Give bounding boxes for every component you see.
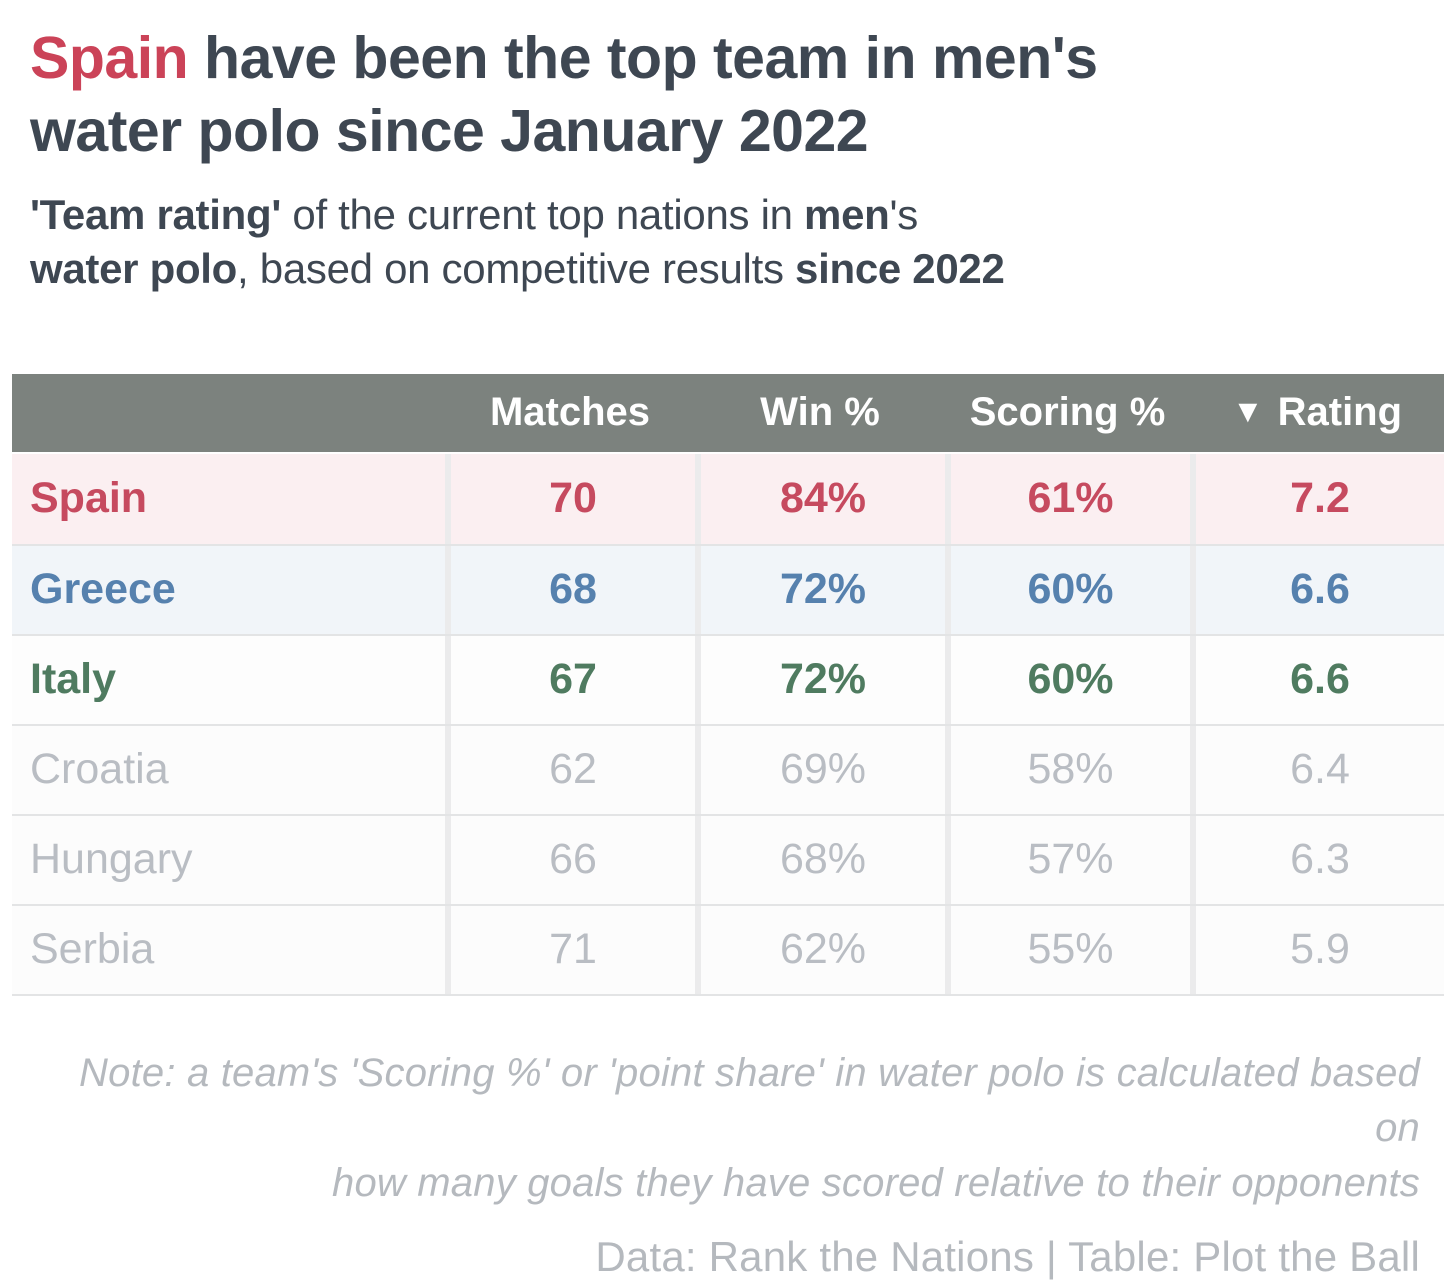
table-row-italy: Italy 67 72% 60% 6.6 [12,633,1444,724]
column-header-rating: ▼ Rating [1190,390,1444,435]
sort-desc-icon: ▼ [1231,393,1264,430]
scoring-pct-cell: 57% [945,815,1190,904]
team-name-cell: Spain [30,474,148,523]
title-line1-rest: have been the top team in men's [188,25,1098,91]
scoring-pct-cell: 58% [945,725,1190,814]
column-header-matches: Matches [489,390,651,435]
team-name-cell: Hungary [30,835,193,884]
column-header-rating-label: Rating [1277,390,1403,435]
rating-cell: 5.9 [1190,905,1444,994]
ratings-table: Matches Win % Scoring % ▼ Rating Spain 70… [12,373,1444,996]
table-header-row: Matches Win % Scoring % ▼ Rating [12,373,1444,452]
page-title: Spain have been the top team in men's wat… [30,22,1426,168]
footnote-line1: Note: a team's 'Scoring %' or 'point sha… [79,1050,1420,1150]
win-pct-cell: 68% [695,815,945,904]
rating-cell: 6.6 [1190,545,1444,634]
win-pct-cell: 62% [695,905,945,994]
team-name-cell: Greece [30,565,176,614]
rating-cell: 6.3 [1190,815,1444,904]
rating-cell: 6.6 [1190,635,1444,724]
column-header-scoring-pct: Scoring % [969,390,1166,435]
team-name-cell: Croatia [30,745,169,794]
subtitle-line2: water polo, based on competitive results… [30,245,1005,293]
footnote: Note: a team's 'Scoring %' or 'point sha… [36,1046,1420,1212]
table-row-spain: Spain 70 84% 61% 7.2 [12,453,1444,544]
scoring-pct-cell: 60% [945,635,1190,724]
title-accent-team: Spain [30,25,189,91]
matches-cell: 68 [445,545,695,634]
table-row-hungary: Hungary 66 68% 57% 6.3 [12,813,1444,904]
matches-cell: 67 [445,635,695,724]
matches-cell: 62 [445,725,695,814]
scoring-pct-cell: 60% [945,545,1190,634]
matches-cell: 66 [445,815,695,904]
win-pct-cell: 72% [695,545,945,634]
matches-cell: 71 [445,905,695,994]
scoring-pct-cell: 61% [945,453,1190,544]
table-row-croatia: Croatia 62 69% 58% 6.4 [12,723,1444,814]
win-pct-cell: 72% [695,635,945,724]
column-header-win-pct: Win % [760,390,880,435]
win-pct-cell: 84% [695,453,945,544]
footnote-line2: how many goals they have scored relative… [332,1161,1420,1206]
subtitle-line1: 'Team rating' of the current top nations… [30,191,918,239]
win-pct-cell: 69% [695,725,945,814]
table-row-greece: Greece 68 72% 60% 6.6 [12,543,1444,634]
rating-cell: 7.2 [1190,453,1444,544]
team-name-cell: Serbia [30,925,155,974]
scoring-pct-cell: 55% [945,905,1190,994]
source-credit: Data: Rank the Nations | Table: Plot the… [595,1233,1420,1281]
subtitle: 'Team rating' of the current top nations… [30,188,1426,296]
rating-cell: 6.4 [1190,725,1444,814]
table-row-serbia: Serbia 71 62% 55% 5.9 [12,903,1444,994]
title-line2: water polo since January 2022 [30,98,869,165]
matches-cell: 70 [445,453,695,544]
team-name-cell: Italy [30,655,117,704]
table-body: Spain 70 84% 61% 7.2 Greece 68 72% 60% 6… [12,453,1444,996]
